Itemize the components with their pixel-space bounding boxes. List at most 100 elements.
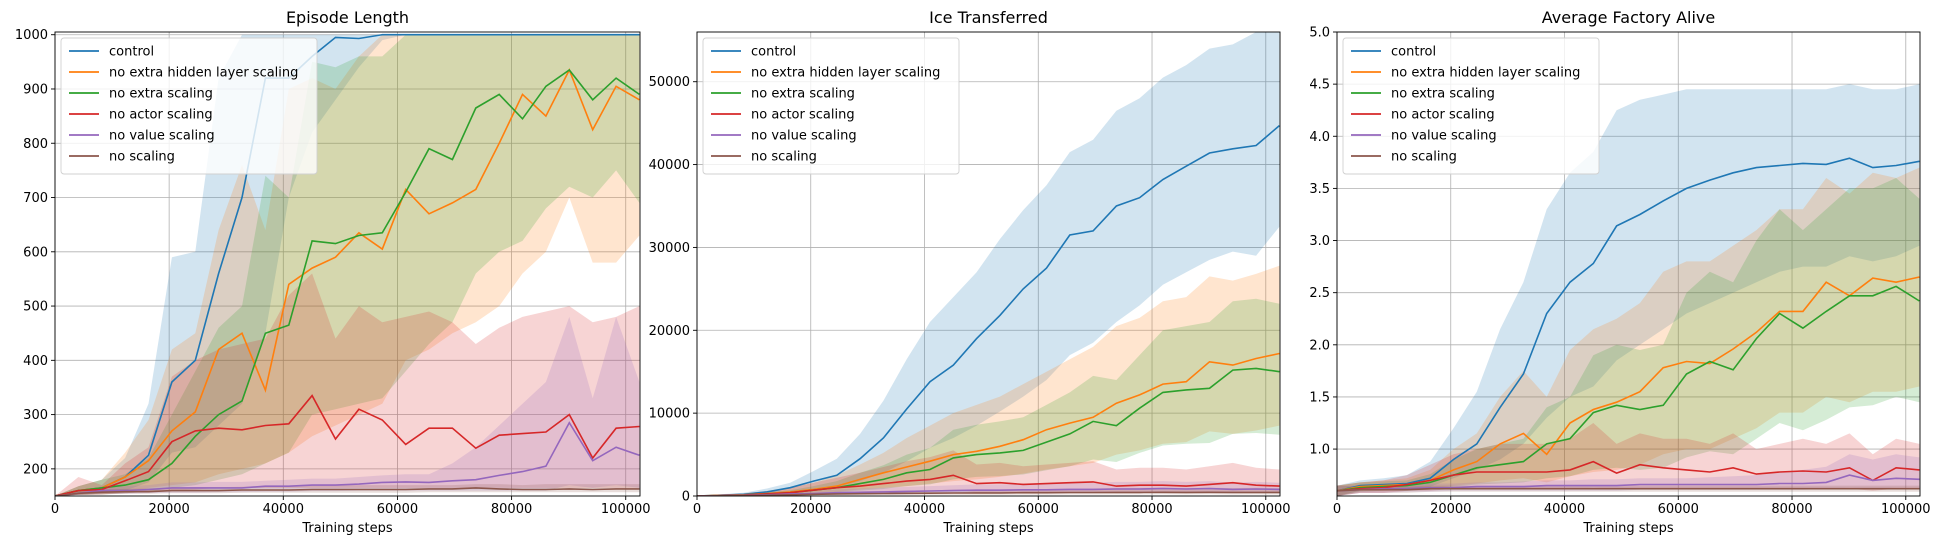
x-axis-label: Training steps	[301, 521, 393, 536]
x-tick-label: 20000	[1430, 502, 1471, 517]
plot-area	[1337, 84, 1920, 496]
y-tick-label: 4.5	[1309, 78, 1330, 93]
y-tick-label: 1000	[15, 28, 48, 43]
legend-box	[702, 37, 960, 175]
band-no-extra-scaling	[55, 34, 640, 496]
plot-area	[697, 32, 1280, 496]
band-control	[1337, 84, 1920, 496]
x-tick-label: 100000	[601, 502, 651, 517]
band-no-value-scaling	[55, 316, 640, 496]
y-tick-label: 300	[23, 408, 48, 423]
series-line-control	[697, 124, 1280, 496]
legend-label: no actor scaling	[751, 108, 855, 123]
y-tick-label: 5.0	[1309, 26, 1330, 41]
y-tick-label: 800	[23, 137, 48, 152]
x-tick-label: 20000	[790, 502, 831, 517]
series-line-no-extra-scaling	[1337, 285, 1920, 492]
chart-panel-1: 0 20000 40000 60000 80000 100000 0 10000 20000 30…	[649, 8, 1291, 536]
band-no-extra-hidden-layer-scaling	[1337, 167, 1920, 496]
x-axis-label: Training steps	[1582, 521, 1674, 536]
series-line-no-value-scaling	[55, 421, 640, 496]
y-tick-label: 1.0	[1309, 443, 1330, 458]
legend-label: no extra hidden layer scaling	[109, 66, 298, 81]
y-tick-label: 50000	[649, 75, 690, 90]
plot-area	[55, 33, 640, 496]
legend-label: no extra scaling	[109, 87, 213, 102]
series-line-no-actor-scaling	[1337, 460, 1920, 492]
series-line-no-extra-hidden-layer-scaling	[1337, 276, 1920, 492]
x-axis-label: Training steps	[942, 521, 1034, 536]
chart-title: Ice Transferred	[929, 8, 1048, 27]
legend-label: no value scaling	[1391, 129, 1497, 144]
legend-box	[1342, 37, 1600, 175]
x-tick-label: 0	[693, 502, 701, 517]
legend-label: no scaling	[109, 150, 175, 165]
x-tick-label: 60000	[1658, 502, 1699, 517]
legend-label: no extra scaling	[1391, 87, 1495, 102]
y-tick-label: 2.5	[1309, 286, 1330, 301]
y-tick-label: 3.0	[1309, 234, 1330, 249]
x-tick-label: 60000	[377, 502, 418, 517]
series-line-no-value-scaling	[1337, 474, 1920, 492]
y-tick-label: 0	[682, 490, 690, 505]
band-no-extra-hidden-layer-scaling	[697, 265, 1280, 496]
x-tick-label: 80000	[491, 502, 532, 517]
band-no-extra-hidden-layer-scaling	[55, 34, 640, 496]
legend-label: control	[109, 45, 154, 60]
legend-label: no actor scaling	[109, 108, 213, 123]
legend-label: control	[1391, 45, 1436, 60]
series-line-no-actor-scaling	[697, 474, 1280, 496]
band-no-extra-scaling	[697, 298, 1280, 496]
band-no-actor-scaling	[55, 273, 640, 496]
y-tick-label: 1.5	[1309, 390, 1330, 405]
y-tick-label: 3.5	[1309, 182, 1330, 197]
y-tick-label: 200	[23, 462, 48, 477]
x-tick-label: 100000	[1241, 502, 1291, 517]
y-tick-label: 20000	[649, 324, 690, 339]
x-tick-label: 40000	[1544, 502, 1585, 517]
legend-label: no scaling	[1391, 150, 1457, 165]
legend-label: no actor scaling	[1391, 108, 1495, 123]
series-line-control	[55, 33, 640, 496]
band-control	[697, 32, 1280, 496]
legend-label: no extra hidden layer scaling	[751, 66, 940, 81]
x-tick-label: 40000	[904, 502, 945, 517]
legend-label: no value scaling	[751, 129, 857, 144]
series-line-no-actor-scaling	[55, 394, 640, 496]
series-line-control	[1337, 157, 1920, 492]
legend-label: no value scaling	[109, 129, 215, 144]
axes-frame	[696, 31, 1281, 497]
x-tick-label: 20000	[148, 502, 189, 517]
chart-title: Average Factory Alive	[1542, 8, 1715, 27]
y-tick-label: 10000	[649, 407, 690, 422]
y-tick-label: 600	[23, 245, 48, 260]
legend-label: no extra hidden layer scaling	[1391, 66, 1580, 81]
y-tick-label: 4.0	[1309, 130, 1330, 145]
legend-label: no extra scaling	[751, 87, 855, 102]
band-no-extra-scaling	[1337, 178, 1920, 496]
x-tick-label: 0	[1333, 502, 1341, 517]
y-tick-label: 30000	[649, 241, 690, 256]
legend-box	[60, 37, 318, 175]
chart-panel-2: 0 20000 40000 60000 80000 100000 1.0 1.5 2.0 2.5 3…	[1309, 8, 1930, 536]
series-line-no-extra-scaling	[55, 68, 640, 496]
x-tick-label: 100000	[1881, 502, 1931, 517]
y-tick-label: 700	[23, 191, 48, 206]
y-tick-label: 400	[23, 354, 48, 369]
legend-label: no scaling	[751, 150, 817, 165]
x-tick-label: 60000	[1018, 502, 1059, 517]
y-tick-label: 2.0	[1309, 338, 1330, 353]
chart-title: Episode Length	[286, 8, 409, 27]
x-tick-label: 0	[51, 502, 59, 517]
series-line-no-value-scaling	[697, 487, 1280, 496]
axes-frame	[1336, 31, 1921, 497]
x-tick-label: 80000	[1131, 502, 1172, 517]
chart-panel-0: 0 20000 40000 60000 80000 100000 200 300 400 500 6…	[15, 8, 651, 536]
series-line-no-extra-hidden-layer-scaling	[55, 68, 640, 496]
legend-label: control	[751, 45, 796, 60]
band-no-value-scaling	[1337, 454, 1920, 496]
x-tick-label: 80000	[1771, 502, 1812, 517]
series-line-no-scaling	[55, 487, 640, 496]
